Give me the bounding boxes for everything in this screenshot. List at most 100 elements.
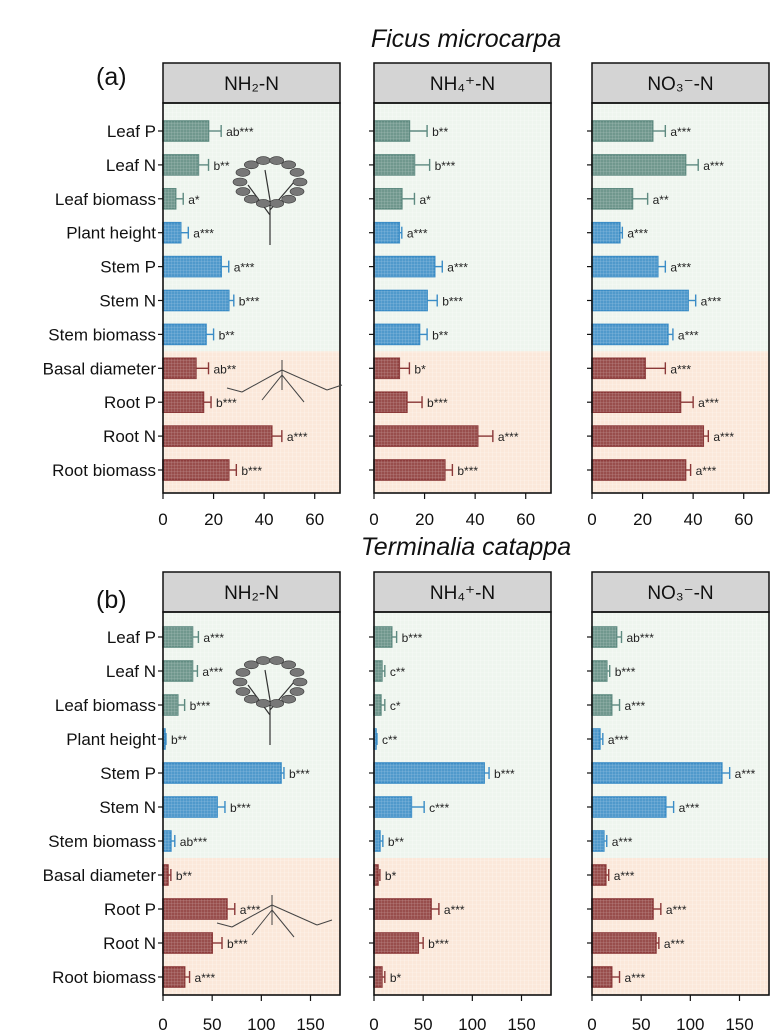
significance-label: c*: [390, 699, 401, 713]
significance-label: b***: [239, 295, 260, 309]
significance-label: a***: [670, 125, 691, 139]
bar-texture: [374, 831, 380, 851]
leaf-shape: [256, 656, 271, 665]
x-tick-label: 20: [633, 510, 652, 529]
significance-label: b***: [428, 937, 449, 951]
background-texture: [163, 612, 340, 858]
significance-label: a***: [202, 665, 223, 679]
bar-texture: [163, 188, 176, 209]
significance-label: ab***: [180, 835, 208, 849]
leaf-shape: [269, 156, 284, 165]
bar-texture: [592, 729, 600, 749]
bar-texture: [163, 899, 227, 919]
x-tick-label: 60: [734, 510, 753, 529]
facet-2: NH₄⁺-N b*** c** c* c** b*** c*** b** b* a*** b*** b…: [369, 571, 552, 1033]
bar-texture: [163, 358, 196, 379]
significance-label: b***: [230, 801, 251, 815]
leaf-shape: [243, 694, 259, 704]
significance-label: b***: [289, 767, 310, 781]
bar-texture: [374, 290, 428, 311]
leaf-shape: [243, 160, 259, 170]
significance-label: a***: [696, 464, 717, 478]
leaf-shape: [243, 660, 259, 670]
x-tick-label: 100: [458, 1015, 486, 1033]
bar-texture: [163, 222, 181, 243]
facet-header: [373, 571, 552, 613]
significance-label: a***: [447, 261, 468, 275]
category-label-stem-n: Stem N: [99, 798, 156, 817]
significance-label: a***: [625, 971, 646, 985]
bar-texture: [163, 627, 193, 647]
significance-label: a***: [407, 227, 428, 241]
category-label-leaf-n: Leaf N: [106, 156, 156, 175]
significance-label: c**: [382, 733, 398, 747]
facet-header: [591, 571, 770, 613]
leaf-shape: [281, 194, 297, 204]
x-tick-label: 0: [158, 510, 167, 529]
bar-texture: [374, 967, 382, 987]
significance-label: b*: [390, 971, 402, 985]
facet-frame: [591, 611, 770, 996]
significance-label: a***: [625, 699, 646, 713]
significance-label: a**: [653, 193, 669, 207]
bar-texture: [163, 256, 222, 277]
leaf-shape: [235, 668, 251, 677]
leaf-shape: [256, 199, 271, 208]
bar-texture: [592, 797, 666, 817]
bar-texture: [163, 121, 209, 141]
significance-label: b***: [442, 295, 463, 309]
root-lines: [226, 360, 343, 403]
category-label-stem-p: Stem P: [100, 258, 156, 277]
bar-texture: [374, 865, 378, 885]
significance-label: a***: [735, 767, 756, 781]
bar-texture: [163, 426, 272, 447]
significance-label: a***: [193, 227, 214, 241]
bar-texture: [163, 154, 199, 175]
bar-texture: [592, 426, 704, 447]
x-tick-label: 150: [725, 1015, 753, 1033]
significance-label: b*: [385, 869, 397, 883]
significance-label: a*: [419, 193, 431, 207]
category-label-stem-n: Stem N: [99, 292, 156, 311]
significance-label: b***: [402, 631, 423, 645]
bar-texture: [592, 695, 612, 715]
bar-texture: [374, 256, 435, 277]
significance-label: b**: [219, 328, 235, 342]
significance-label: b***: [227, 937, 248, 951]
bar-texture: [163, 933, 213, 953]
bar-texture: [374, 358, 400, 379]
x-tick-label: 50: [203, 1015, 222, 1033]
facet-header-label: NH₂-N: [224, 583, 279, 604]
bar-texture: [374, 324, 420, 345]
bar-texture: [592, 933, 656, 953]
leaf-shape: [256, 699, 271, 708]
bar-texture: [592, 661, 607, 681]
x-tick-label: 40: [684, 510, 703, 529]
facet-3: NO₃⁻-N ab*** b*** a*** a*** a*** a*** a*** a*** a…: [587, 571, 770, 1033]
bar-texture: [592, 154, 686, 175]
category-label-root-p: Root P: [104, 900, 156, 919]
significance-label: ab***: [226, 125, 254, 139]
category-label-root-n: Root N: [103, 427, 156, 446]
x-tick-label: 100: [247, 1015, 275, 1033]
significance-label: a***: [701, 295, 722, 309]
bar-texture: [374, 933, 419, 953]
significance-label: a***: [444, 903, 465, 917]
category-label-leaf-biomass: Leaf biomass: [55, 696, 156, 715]
leaf-shape: [243, 194, 259, 204]
leaf-shape: [292, 677, 308, 687]
significance-label: b***: [435, 159, 456, 173]
x-tick-label: 50: [632, 1015, 651, 1033]
category-label-root-n: Root N: [103, 934, 156, 953]
facet-header-label: NH₄⁺-N: [430, 583, 495, 604]
significance-label: b**: [176, 869, 192, 883]
significance-label: b**: [388, 835, 404, 849]
significance-label: b*: [414, 362, 426, 376]
significance-label: b***: [457, 464, 478, 478]
significance-label: a***: [195, 971, 216, 985]
category-label-plant-height: Plant height: [66, 730, 156, 749]
leaf-shape: [281, 694, 297, 704]
significance-label: b**: [432, 328, 448, 342]
facet-frame: [373, 102, 552, 494]
